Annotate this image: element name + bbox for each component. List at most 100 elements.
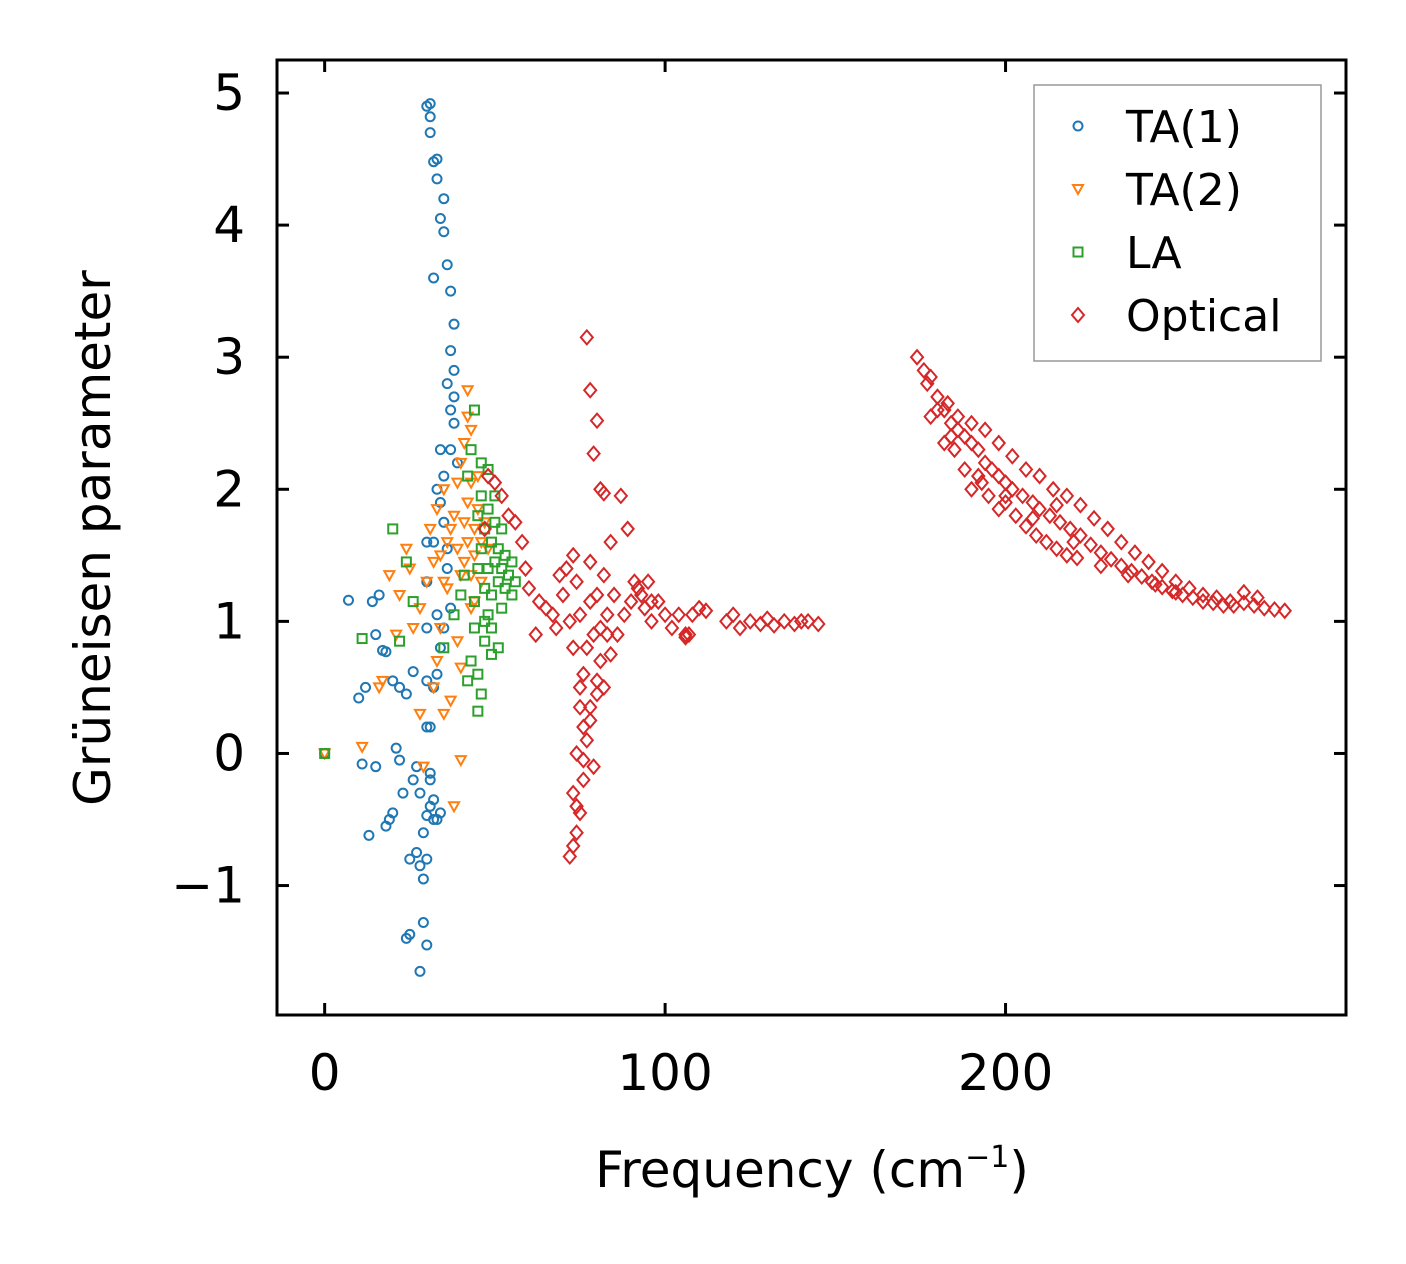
data-point bbox=[496, 563, 508, 575]
data-point bbox=[637, 599, 652, 617]
data-point bbox=[499, 549, 511, 561]
data-point bbox=[630, 579, 646, 597]
data-point bbox=[1134, 567, 1150, 586]
data-point bbox=[998, 493, 1013, 512]
data-point bbox=[977, 454, 993, 472]
x-axis-ticks: 0 100 200 bbox=[309, 60, 1053, 1102]
data-point bbox=[413, 708, 427, 721]
data-point bbox=[471, 504, 485, 517]
data-point bbox=[678, 626, 693, 644]
data-point bbox=[576, 751, 591, 769]
data-point bbox=[492, 543, 504, 555]
data-point bbox=[507, 513, 523, 531]
legend: TA(1) TA(2) LA Optical bbox=[1033, 84, 1322, 362]
data-point bbox=[472, 668, 484, 680]
data-point bbox=[582, 381, 598, 399]
data-point bbox=[1069, 549, 1085, 567]
data-point bbox=[984, 460, 1000, 479]
data-point bbox=[445, 602, 457, 614]
data-point bbox=[380, 646, 392, 658]
data-point bbox=[431, 609, 443, 621]
legend-label: TA(2) bbox=[1125, 165, 1242, 216]
data-point bbox=[606, 586, 622, 604]
data-point bbox=[450, 543, 465, 556]
data-point bbox=[399, 543, 414, 556]
data-point bbox=[1059, 546, 1075, 564]
data-point bbox=[1141, 553, 1156, 571]
data-point bbox=[991, 467, 1007, 485]
data-point bbox=[400, 688, 412, 700]
data-point bbox=[420, 576, 434, 589]
data-point bbox=[964, 434, 979, 452]
data-point bbox=[623, 593, 639, 611]
data-point bbox=[411, 847, 423, 859]
data-point bbox=[950, 408, 966, 426]
y-axis-ticks: −1 0 1 2 3 4 5 bbox=[171, 64, 1346, 915]
data-point bbox=[482, 563, 494, 575]
data-point bbox=[1250, 589, 1265, 607]
data-point bbox=[445, 285, 457, 297]
data-point bbox=[472, 563, 484, 575]
data-point bbox=[353, 692, 365, 704]
data-point bbox=[450, 477, 465, 490]
data-point bbox=[428, 156, 440, 168]
data-point bbox=[394, 754, 406, 766]
data-point bbox=[454, 755, 468, 768]
data-point bbox=[441, 543, 453, 555]
data-point bbox=[633, 586, 649, 604]
data-point bbox=[562, 847, 578, 866]
data-point bbox=[468, 404, 480, 416]
data-point bbox=[489, 556, 501, 568]
data-point bbox=[579, 731, 595, 749]
data-point bbox=[644, 593, 659, 611]
data-point bbox=[448, 609, 460, 621]
data-point bbox=[1154, 562, 1170, 580]
data-point bbox=[518, 560, 533, 578]
data-point bbox=[943, 427, 959, 445]
data-point bbox=[1045, 480, 1061, 498]
data-point bbox=[964, 480, 979, 498]
data-point bbox=[1113, 533, 1129, 551]
data-point bbox=[1168, 583, 1184, 601]
legend-marker bbox=[1070, 306, 1086, 324]
data-point bbox=[421, 939, 433, 951]
data-point bbox=[1025, 509, 1041, 527]
data-point bbox=[460, 411, 475, 424]
x-tick-label: 0 bbox=[309, 1044, 341, 1102]
data-point bbox=[503, 569, 515, 581]
data-point bbox=[698, 602, 714, 620]
data-point bbox=[426, 682, 441, 695]
data-point bbox=[417, 827, 429, 839]
data-point bbox=[936, 434, 952, 452]
data-point bbox=[569, 573, 584, 591]
data-point bbox=[1028, 526, 1044, 545]
data-point bbox=[464, 424, 478, 437]
data-point bbox=[947, 441, 962, 459]
data-point bbox=[776, 612, 792, 630]
data-point bbox=[472, 705, 484, 717]
data-point bbox=[514, 533, 530, 551]
data-point bbox=[428, 536, 440, 548]
data-point bbox=[434, 444, 446, 456]
data-point bbox=[627, 573, 642, 591]
data-point bbox=[417, 917, 429, 929]
data-point bbox=[485, 648, 497, 660]
data-point bbox=[416, 761, 431, 774]
data-point bbox=[596, 566, 612, 584]
data-point bbox=[482, 503, 494, 515]
data-point bbox=[457, 556, 471, 569]
data-point bbox=[428, 814, 440, 826]
data-point bbox=[548, 619, 564, 637]
data-point bbox=[576, 771, 591, 789]
data-point bbox=[596, 678, 612, 696]
data-point bbox=[475, 543, 487, 555]
data-point bbox=[460, 537, 475, 550]
data-point bbox=[1062, 520, 1078, 538]
data-point bbox=[458, 569, 470, 581]
data-point bbox=[593, 652, 608, 670]
data-point bbox=[582, 553, 598, 571]
data-point bbox=[356, 758, 368, 770]
data-point bbox=[569, 744, 584, 763]
data-point bbox=[372, 682, 386, 695]
data-point bbox=[450, 636, 465, 649]
